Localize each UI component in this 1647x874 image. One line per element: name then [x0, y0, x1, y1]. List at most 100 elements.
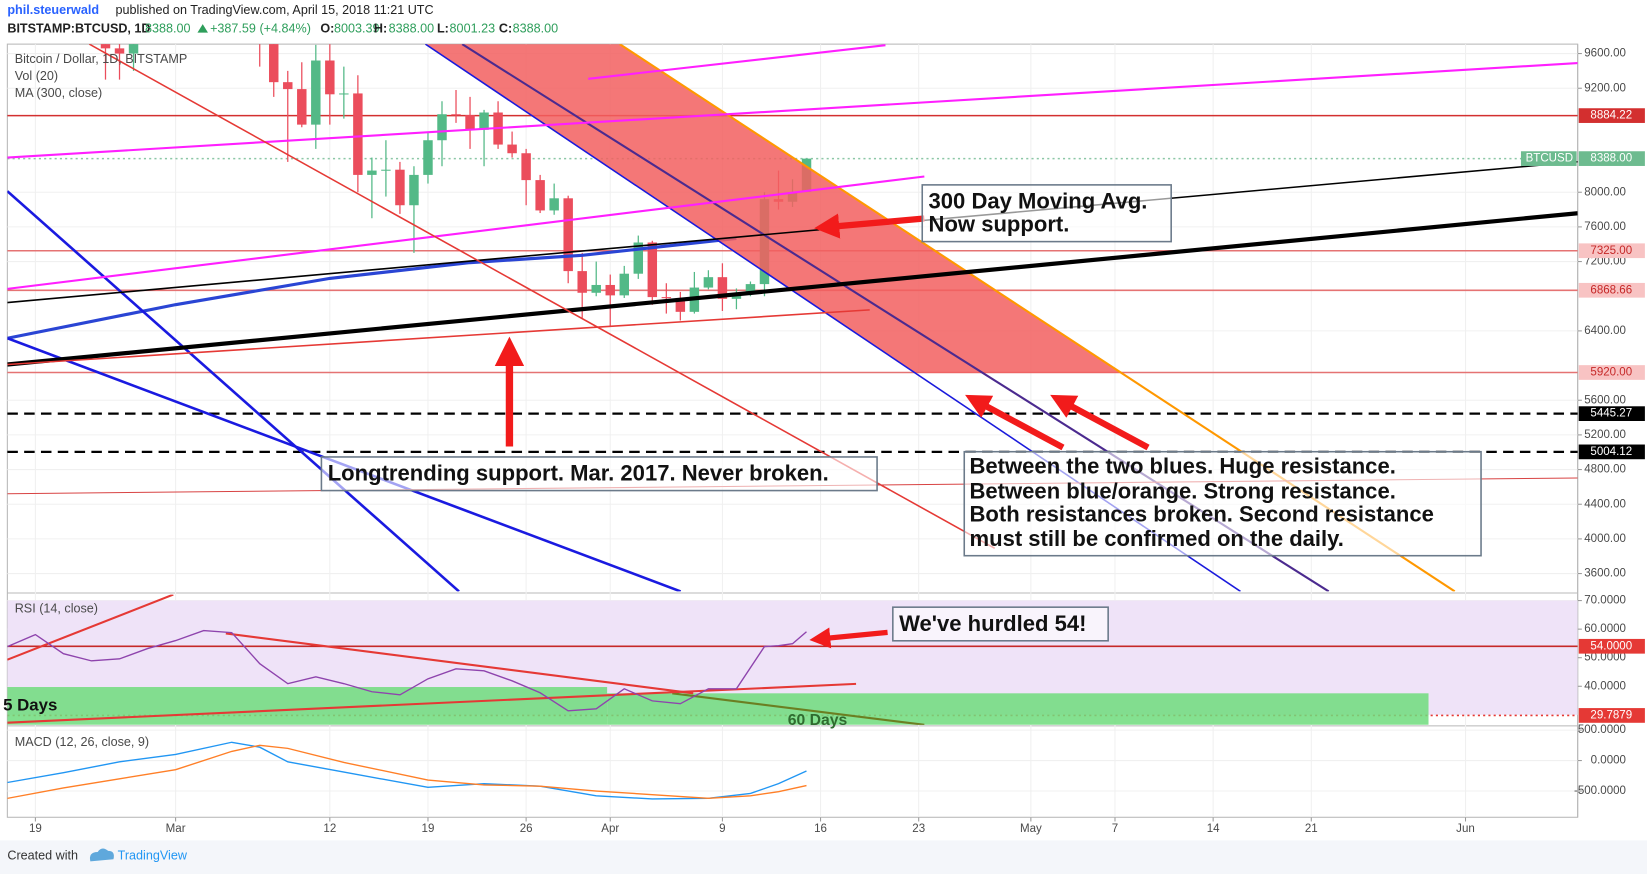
annotation: must still be confirmed on the daily.	[970, 526, 1344, 551]
y-tick-label: 0.0000	[1591, 755, 1626, 767]
y-tick-label: 50.0000	[1584, 652, 1626, 664]
candle-body	[703, 277, 714, 288]
y-tick-label: 4000.00	[1584, 533, 1626, 545]
annotation: We've hurdled 54!	[899, 611, 1086, 636]
logo[interactable]	[89, 848, 114, 862]
candle-body	[605, 284, 615, 296]
candle-body	[549, 198, 559, 211]
candle-body	[409, 174, 419, 206]
y-tick-label: 60.0000	[1584, 623, 1626, 635]
price-tag	[1578, 243, 1645, 259]
candle-body	[479, 112, 489, 130]
x-tick-label: 23	[912, 823, 925, 835]
annotation: Both resistances broken. Second resistan…	[970, 502, 1434, 527]
candle-body	[577, 271, 587, 293]
symbol-tag	[1520, 151, 1577, 166]
candle-body	[339, 93, 349, 95]
series-line	[7, 236, 737, 340]
annotation: Between the two blues. Huge resistance.	[970, 453, 1396, 478]
price-tag	[1578, 444, 1645, 460]
rsi-drawings	[7, 594, 1429, 725]
candle-body	[521, 153, 531, 181]
footer	[0, 840, 1647, 874]
x-tick-label: 9	[719, 823, 725, 835]
ohlc-value: 8001.23	[450, 22, 496, 36]
published: published on TradingView.com, April 15, …	[116, 3, 434, 17]
price-tag	[1578, 282, 1645, 298]
price-tag-label: 5004.12	[1590, 446, 1632, 458]
y-tick-label: 9600.00	[1584, 48, 1626, 60]
price-tag-label: 5445.27	[1590, 408, 1632, 420]
candle-body	[128, 44, 139, 54]
candle-body	[353, 93, 363, 175]
candle-body	[269, 44, 279, 83]
candle-body	[367, 170, 377, 175]
price-tag	[1578, 708, 1645, 723]
candle-body	[563, 198, 573, 272]
candle-body	[661, 297, 672, 299]
price-tag	[1578, 151, 1645, 166]
y-tick-label: -500.0000	[1574, 785, 1626, 797]
y-tick-label: 7200.00	[1584, 256, 1626, 268]
series-line	[7, 741, 807, 800]
ohlc-value: 8003.39	[334, 22, 380, 36]
candle-body	[381, 169, 391, 171]
price-tag	[1578, 365, 1645, 380]
price-tag-label: 8884.22	[1590, 110, 1632, 122]
price-tag-label: 6868.66	[1590, 284, 1632, 296]
x-tick-label: 21	[1305, 823, 1318, 835]
annotation: 60 Days	[788, 712, 848, 729]
x-tick-label: 12	[323, 823, 336, 835]
y-tick-label: 6400.00	[1584, 325, 1626, 337]
candle-body	[114, 48, 125, 54]
candle-body	[395, 169, 405, 206]
x-tick-label: Mar	[166, 823, 186, 835]
candle-body	[591, 284, 601, 293]
legend: RSI (14, close)	[15, 602, 98, 616]
y-tick-label: 40.0000	[1584, 680, 1626, 692]
legend: Vol (20)	[15, 69, 58, 83]
change: +387.59 (+4.84%)	[210, 22, 311, 36]
x-tick-label: May	[1020, 823, 1042, 835]
y-tick-label: 500.0000	[1578, 724, 1626, 736]
legend: MA (300, close)	[15, 86, 102, 100]
y-tick-label: 9200.00	[1584, 82, 1626, 94]
author[interactable]: phil.steuerwald	[7, 3, 99, 17]
ohlc-key: L:	[437, 22, 449, 36]
x-tick-label: 19	[422, 823, 435, 835]
annotation-box	[963, 450, 1482, 557]
series-line	[7, 629, 807, 712]
candle-body	[647, 242, 658, 298]
annotation: Now support.	[929, 212, 1070, 237]
footer-text: Created with	[7, 848, 78, 862]
symbol: BITSTAMP:BTCUSD, 1D	[7, 22, 150, 36]
price-tag-label: 7325.00	[1590, 245, 1632, 257]
price-tag	[1578, 638, 1645, 654]
legend: Bitcoin / Dollar, 1D, BITSTAMP	[15, 52, 188, 66]
ohlc-key: O:	[320, 22, 334, 36]
x-tick-label: 26	[520, 823, 533, 835]
y-tick-label: 4400.00	[1584, 498, 1626, 510]
arrow	[809, 627, 888, 649]
brand[interactable]: TradingView	[118, 848, 188, 862]
annotation: Between blue/orange. Strong resistance.	[970, 479, 1396, 504]
candle-body	[100, 44, 111, 49]
candle-body	[535, 180, 545, 211]
legend: MACD (12, 26, close, 9)	[15, 735, 149, 749]
up-icon	[197, 24, 208, 33]
y-tick-label: 70.0000	[1584, 595, 1626, 607]
symbol-tag-label: BTCUSD	[1526, 153, 1573, 165]
candle-body	[675, 297, 686, 312]
x-tick-label: 16	[814, 823, 827, 835]
annotation-box	[921, 184, 1172, 243]
annotation-box	[892, 606, 1109, 642]
candle-body	[451, 114, 461, 116]
ohlc-key: H:	[374, 22, 387, 36]
candle-body	[745, 284, 756, 294]
price-tag-label: 5920.00	[1590, 367, 1632, 379]
x-tick-label: 19	[29, 823, 42, 835]
price-tag	[1578, 108, 1645, 123]
candle-body	[633, 242, 644, 274]
